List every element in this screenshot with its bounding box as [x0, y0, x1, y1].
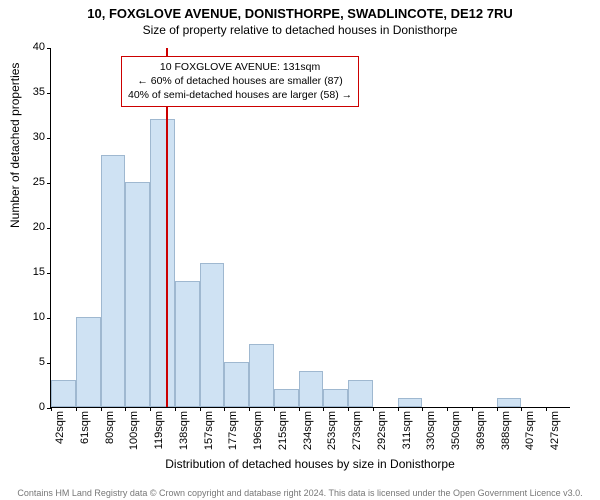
- histogram-bar: [76, 317, 101, 407]
- x-tick-label: 234sqm: [302, 407, 314, 450]
- title-line-2: Size of property relative to detached ho…: [0, 23, 600, 37]
- y-tick-label: 30: [33, 131, 51, 143]
- x-tick-label: 369sqm: [475, 407, 487, 450]
- x-tick-mark: [274, 407, 275, 411]
- histogram-bar: [398, 398, 423, 407]
- x-tick-label: 388sqm: [500, 407, 512, 450]
- x-tick-mark: [175, 407, 176, 411]
- y-tick-mark: [47, 318, 51, 319]
- chart-area: 051015202530354042sqm61sqm80sqm100sqm119…: [50, 48, 570, 408]
- x-tick-mark: [125, 407, 126, 411]
- x-tick-label: 215sqm: [277, 407, 289, 450]
- chart-title-block: 10, FOXGLOVE AVENUE, DONISTHORPE, SWADLI…: [0, 0, 600, 37]
- y-tick-label: 20: [33, 221, 51, 233]
- y-tick-mark: [47, 363, 51, 364]
- histogram-bar: [323, 389, 348, 407]
- x-tick-label: 253sqm: [326, 407, 338, 450]
- y-tick-label: 0: [39, 401, 51, 413]
- y-tick-label: 15: [33, 266, 51, 278]
- x-tick-label: 100sqm: [128, 407, 140, 450]
- x-tick-label: 80sqm: [104, 407, 116, 444]
- x-tick-label: 157sqm: [203, 407, 215, 450]
- y-tick-mark: [47, 183, 51, 184]
- histogram-bar: [101, 155, 126, 407]
- info-line: 40% of semi-detached houses are larger (…: [128, 88, 352, 102]
- y-tick-mark: [47, 48, 51, 49]
- y-tick-mark: [47, 93, 51, 94]
- x-tick-mark: [348, 407, 349, 411]
- y-tick-mark: [47, 273, 51, 274]
- info-line: 10 FOXGLOVE AVENUE: 131sqm: [128, 60, 352, 74]
- x-tick-label: 42sqm: [54, 407, 66, 444]
- y-tick-label: 35: [33, 86, 51, 98]
- x-tick-mark: [299, 407, 300, 411]
- y-tick-mark: [47, 228, 51, 229]
- y-tick-label: 5: [39, 356, 51, 368]
- x-tick-mark: [323, 407, 324, 411]
- histogram-bar: [200, 263, 225, 407]
- histogram-bar: [224, 362, 249, 407]
- histogram-bar: [497, 398, 522, 407]
- x-tick-label: 427sqm: [549, 407, 561, 450]
- histogram-bar: [348, 380, 373, 407]
- x-tick-mark: [546, 407, 547, 411]
- info-callout-box: 10 FOXGLOVE AVENUE: 131sqm← 60% of detac…: [121, 56, 359, 107]
- x-tick-mark: [249, 407, 250, 411]
- x-tick-mark: [76, 407, 77, 411]
- y-tick-label: 25: [33, 176, 51, 188]
- y-tick-label: 40: [33, 41, 51, 53]
- title-line-1: 10, FOXGLOVE AVENUE, DONISTHORPE, SWADLI…: [0, 6, 600, 21]
- x-tick-mark: [497, 407, 498, 411]
- histogram-bar: [51, 380, 76, 407]
- histogram-bar: [150, 119, 175, 407]
- x-tick-label: 138sqm: [178, 407, 190, 450]
- histogram-bar: [299, 371, 324, 407]
- footer-attribution: Contains HM Land Registry data © Crown c…: [0, 488, 600, 498]
- histogram-bar: [125, 182, 150, 407]
- x-tick-mark: [373, 407, 374, 411]
- info-line: ← 60% of detached houses are smaller (87…: [128, 74, 352, 88]
- x-tick-label: 61sqm: [79, 407, 91, 444]
- x-tick-mark: [521, 407, 522, 411]
- x-tick-label: 407sqm: [524, 407, 536, 450]
- histogram-bar: [175, 281, 200, 407]
- plot-region: 051015202530354042sqm61sqm80sqm100sqm119…: [50, 48, 570, 408]
- x-tick-label: 292sqm: [376, 407, 388, 450]
- x-tick-mark: [398, 407, 399, 411]
- y-axis-label: Number of detached properties: [8, 63, 22, 228]
- histogram-bar: [274, 389, 299, 407]
- x-tick-label: 119sqm: [153, 407, 165, 449]
- x-tick-mark: [422, 407, 423, 411]
- x-tick-mark: [224, 407, 225, 411]
- y-tick-label: 10: [33, 311, 51, 323]
- histogram-bar: [249, 344, 274, 407]
- x-tick-mark: [472, 407, 473, 411]
- x-axis-label: Distribution of detached houses by size …: [50, 457, 570, 471]
- x-tick-label: 350sqm: [450, 407, 462, 450]
- x-tick-label: 330sqm: [425, 407, 437, 450]
- x-tick-mark: [150, 407, 151, 411]
- x-tick-label: 196sqm: [252, 407, 264, 450]
- x-tick-label: 273sqm: [351, 407, 363, 450]
- y-tick-mark: [47, 138, 51, 139]
- x-tick-label: 311sqm: [401, 407, 413, 449]
- x-tick-mark: [200, 407, 201, 411]
- x-tick-mark: [51, 407, 52, 411]
- x-tick-mark: [101, 407, 102, 411]
- x-tick-mark: [447, 407, 448, 411]
- x-tick-label: 177sqm: [227, 407, 239, 450]
